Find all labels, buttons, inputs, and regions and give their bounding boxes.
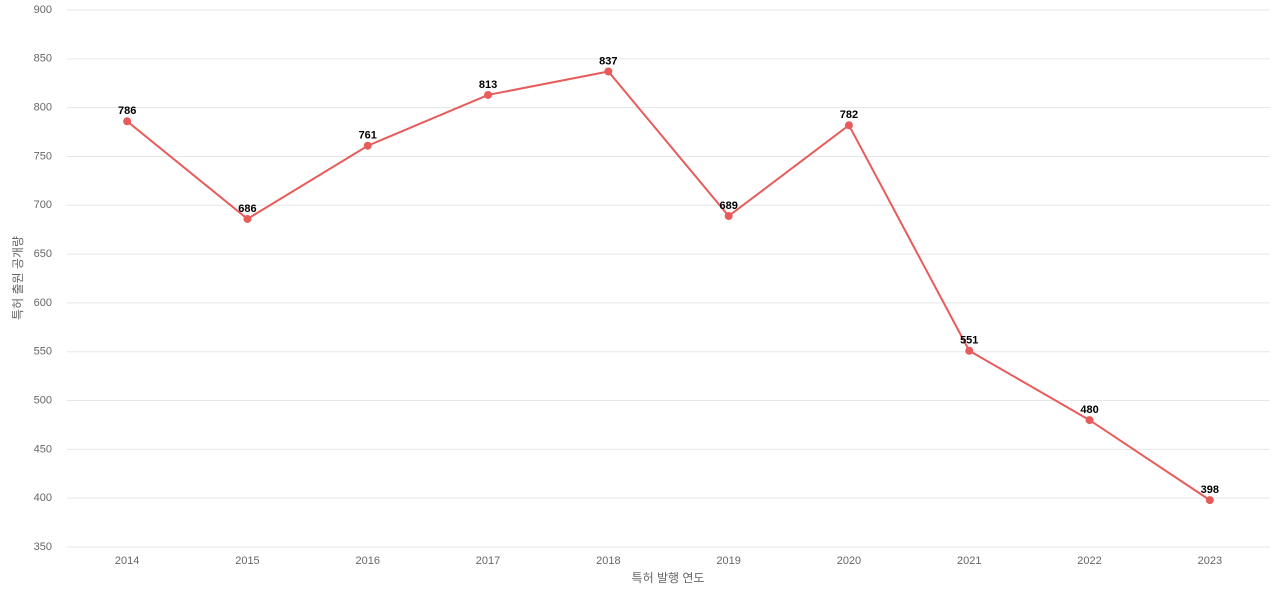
y-tick-label: 850 bbox=[34, 53, 52, 65]
value-label: 837 bbox=[599, 55, 617, 67]
point bbox=[1085, 416, 1094, 425]
value-label: 786 bbox=[118, 105, 136, 117]
y-tick-label: 450 bbox=[34, 443, 52, 455]
point bbox=[243, 214, 252, 223]
x-tick-label: 2017 bbox=[476, 555, 500, 567]
y-axis-title: 특허 출원 공개량 bbox=[11, 236, 25, 320]
value-label: 689 bbox=[719, 200, 737, 212]
x-tick-label: 2015 bbox=[235, 555, 259, 567]
y-tick-label: 750 bbox=[34, 150, 52, 162]
value-label: 761 bbox=[359, 130, 377, 142]
point bbox=[123, 117, 132, 126]
value-label: 813 bbox=[479, 79, 497, 91]
point bbox=[965, 346, 974, 355]
y-tick-label: 650 bbox=[34, 248, 52, 260]
x-tick-label: 2021 bbox=[957, 555, 981, 567]
x-axis-title: 특허 발행 연도 bbox=[632, 570, 705, 585]
value-label: 398 bbox=[1201, 484, 1219, 496]
x-tick-label: 2018 bbox=[596, 555, 620, 567]
y-tick-label: 400 bbox=[34, 492, 52, 504]
value-label: 480 bbox=[1080, 404, 1098, 416]
x-tick-label: 2019 bbox=[716, 555, 740, 567]
x-tick-label: 2020 bbox=[837, 555, 861, 567]
y-tick-label: 900 bbox=[34, 4, 52, 16]
point bbox=[363, 141, 372, 150]
value-label: 782 bbox=[840, 109, 858, 121]
point bbox=[484, 90, 493, 99]
point bbox=[724, 212, 733, 221]
y-tick-label: 800 bbox=[34, 102, 52, 114]
x-tick-label: 2016 bbox=[356, 555, 380, 567]
y-tick-label: 700 bbox=[34, 199, 52, 211]
value-label: 686 bbox=[238, 203, 256, 215]
line bbox=[126, 70, 1211, 501]
x-tick-label: 2023 bbox=[1198, 555, 1222, 567]
point bbox=[844, 121, 853, 130]
y-tick-label: 500 bbox=[34, 394, 52, 406]
x-tick-label: 2014 bbox=[115, 555, 139, 567]
value-label: 551 bbox=[960, 335, 978, 347]
point bbox=[1205, 496, 1214, 505]
point bbox=[604, 67, 613, 76]
y-tick-label: 600 bbox=[34, 297, 52, 309]
x-tick-label: 2022 bbox=[1077, 555, 1101, 567]
y-tick-label: 550 bbox=[34, 346, 52, 358]
y-tick-label: 350 bbox=[34, 541, 52, 553]
